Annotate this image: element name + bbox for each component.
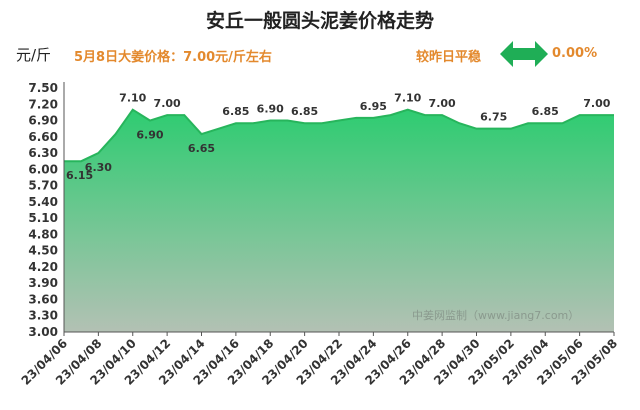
y-tick-label: 6.30: [28, 146, 58, 160]
data-label: 6.75: [480, 111, 507, 124]
data-label: 7.00: [583, 97, 610, 110]
data-label: 6.85: [532, 105, 559, 118]
y-tick-label: 3.00: [28, 325, 58, 339]
data-label: 6.85: [291, 105, 318, 118]
data-label: 6.65: [188, 142, 215, 155]
compare-value: 0.00%: [552, 46, 598, 61]
data-label: 7.00: [429, 97, 456, 110]
y-tick-label: 7.20: [28, 97, 58, 111]
data-label: 6.90: [257, 103, 284, 116]
y-tick-label: 4.20: [28, 260, 58, 274]
unit-label: 元/斤: [16, 46, 52, 64]
y-tick-label: 6.00: [28, 162, 58, 176]
price-line: [64, 108, 614, 163]
y-tick-label: 5.40: [28, 195, 58, 209]
price-area: [64, 109, 614, 332]
y-tick-label: 6.90: [28, 114, 58, 128]
y-tick-label: 3.60: [28, 292, 58, 306]
watermark-text: 中姜网监制（www.jiang7.com）: [412, 308, 579, 322]
compare-label: 较昨日平稳: [416, 50, 482, 65]
data-label: 6.30: [85, 161, 112, 174]
y-tick-label: 3.30: [28, 309, 58, 323]
left-right-arrow-icon: [500, 41, 548, 67]
y-tick-label: 6.60: [28, 130, 58, 144]
data-label: 7.10: [119, 92, 146, 105]
y-tick-label: 4.80: [28, 227, 58, 241]
chart-title: 安丘一般圆头泥姜价格走势: [205, 10, 434, 32]
data-label: 6.15: [66, 169, 93, 182]
y-tick-label: 7.50: [28, 81, 58, 95]
y-tick-label: 5.70: [28, 179, 58, 193]
data-label: 7.10: [394, 92, 421, 105]
y-tick-label: 5.10: [28, 211, 58, 225]
y-tick-label: 4.50: [28, 244, 58, 258]
data-label: 6.90: [136, 129, 163, 142]
y-tick-label: 3.90: [28, 276, 58, 290]
price-note: 5月8日大姜价格：7.00元/斤左右: [74, 50, 272, 65]
data-label: 7.00: [154, 97, 181, 110]
data-label: 6.95: [360, 100, 387, 113]
data-label: 6.85: [222, 105, 249, 118]
